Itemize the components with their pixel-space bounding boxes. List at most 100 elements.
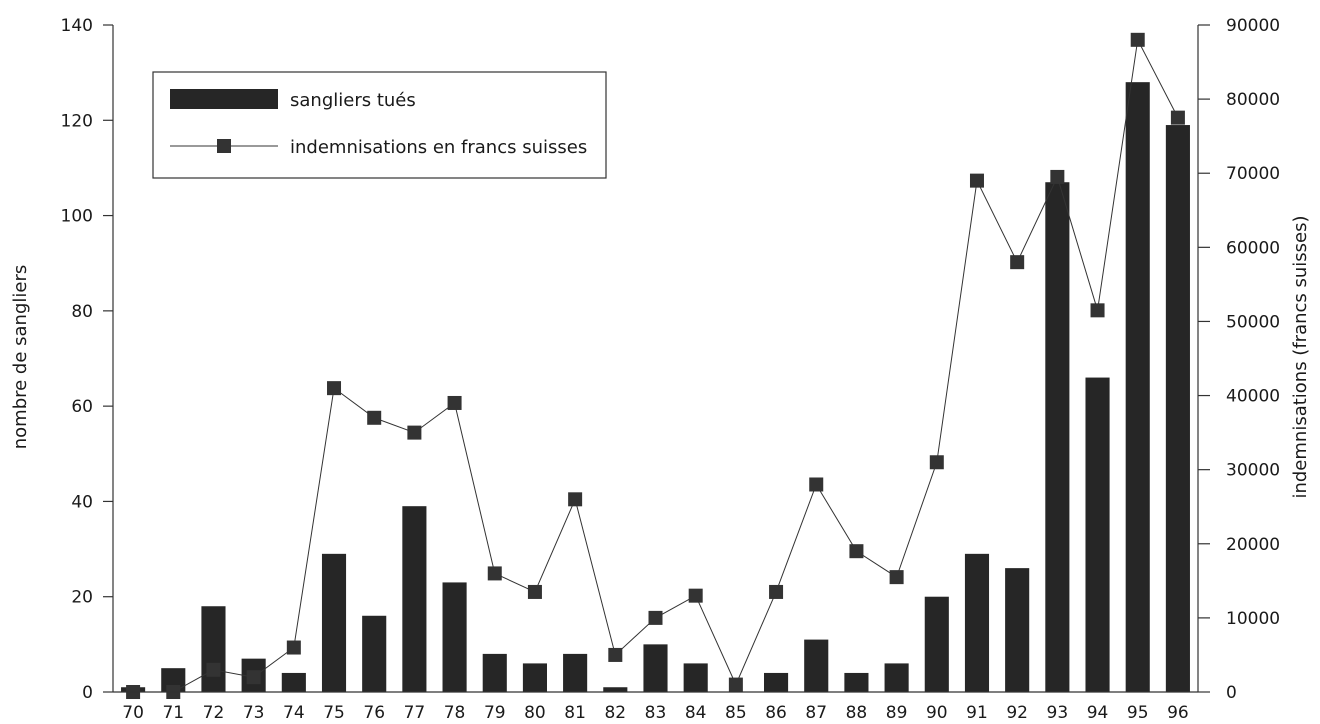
marker-85 bbox=[728, 677, 743, 692]
bar-76 bbox=[362, 615, 387, 692]
y-tick-label-right-10000: 10000 bbox=[1226, 609, 1280, 629]
marker-96 bbox=[1170, 110, 1185, 125]
y-tick-label-right-90000: 90000 bbox=[1226, 16, 1280, 36]
marker-93 bbox=[1050, 169, 1065, 184]
y-tick-label-left-120: 120 bbox=[61, 111, 93, 131]
marker-86 bbox=[769, 584, 784, 599]
axes: 0 20 40 60 80 100 120 140 0 10000 20000 30000 40000 5… bbox=[61, 16, 1281, 723]
bar-79 bbox=[482, 653, 507, 692]
x-tick-label-79: 79 bbox=[484, 703, 506, 723]
bar-94 bbox=[1085, 377, 1110, 692]
marker-84 bbox=[688, 588, 703, 603]
y-tick-label-left-80: 80 bbox=[71, 302, 93, 322]
bar-89 bbox=[884, 663, 909, 692]
x-tick-label-87: 87 bbox=[805, 703, 827, 723]
marker-79 bbox=[487, 566, 502, 581]
marker-88 bbox=[849, 544, 864, 559]
x-tick-label-80: 80 bbox=[524, 703, 546, 723]
bar-77 bbox=[402, 506, 427, 692]
x-tick-label-70: 70 bbox=[122, 703, 144, 723]
y-axis-title-left: nombre de sangliers bbox=[10, 265, 31, 450]
x-tick-label-93: 93 bbox=[1047, 703, 1069, 723]
x-tick-label-95: 95 bbox=[1127, 703, 1149, 723]
bar-90 bbox=[924, 596, 949, 692]
y-tick-label-left-60: 60 bbox=[71, 397, 93, 417]
bar-75 bbox=[321, 553, 347, 692]
marker-83 bbox=[648, 610, 663, 625]
y-tick-label-left-0: 0 bbox=[82, 683, 93, 703]
x-tick-label-86: 86 bbox=[765, 703, 787, 723]
marker-78 bbox=[447, 395, 462, 410]
legend-swatch-marker bbox=[217, 139, 231, 153]
bar-72 bbox=[201, 606, 226, 692]
marker-87 bbox=[809, 477, 824, 492]
y-tick-label-left-140: 140 bbox=[61, 16, 93, 36]
y-tick-label-right-60000: 60000 bbox=[1226, 238, 1280, 258]
bar-series bbox=[121, 82, 1190, 693]
bar-91 bbox=[964, 553, 990, 692]
legend-label-line: indemnisations en francs suisses bbox=[290, 137, 587, 158]
x-tick-label-84: 84 bbox=[685, 703, 707, 723]
bar-92 bbox=[1005, 568, 1030, 692]
bar-95 bbox=[1125, 82, 1150, 693]
y-axis-title-right: indemnisations (francs suisses) bbox=[1290, 215, 1311, 498]
y-tick-label-right-30000: 30000 bbox=[1226, 461, 1280, 481]
bar-74 bbox=[281, 672, 306, 692]
x-tick-label-85: 85 bbox=[725, 703, 747, 723]
marker-75 bbox=[327, 381, 342, 396]
y-tick-label-right-50000: 50000 bbox=[1226, 312, 1280, 332]
x-tick-label-88: 88 bbox=[846, 703, 868, 723]
x-tick-label-82: 82 bbox=[604, 703, 626, 723]
y-tick-label-right-80000: 80000 bbox=[1226, 90, 1280, 110]
bar-96 bbox=[1165, 125, 1190, 693]
x-tick-label-74: 74 bbox=[283, 703, 305, 723]
legend-swatch-bars bbox=[170, 89, 278, 109]
x-tick-label-96: 96 bbox=[1167, 703, 1189, 723]
legend: sangliers tués indemnisations en francs … bbox=[152, 71, 607, 179]
marker-73 bbox=[246, 670, 261, 685]
marker-95 bbox=[1130, 32, 1145, 47]
bar-78 bbox=[442, 582, 467, 692]
x-tick-label-89: 89 bbox=[886, 703, 908, 723]
x-tick-label-72: 72 bbox=[203, 703, 225, 723]
y-tick-label-right-40000: 40000 bbox=[1226, 387, 1280, 407]
y-tick-label-right-70000: 70000 bbox=[1226, 164, 1280, 184]
y-tick-label-left-20: 20 bbox=[71, 588, 93, 608]
y-tick-label-left-100: 100 bbox=[61, 207, 93, 227]
marker-80 bbox=[527, 584, 542, 599]
marker-94 bbox=[1090, 303, 1105, 318]
bar-81 bbox=[563, 653, 588, 692]
x-tick-label-91: 91 bbox=[966, 703, 988, 723]
bar-87 bbox=[804, 639, 829, 692]
bar-80 bbox=[522, 663, 547, 692]
x-tick-label-76: 76 bbox=[363, 703, 385, 723]
marker-92 bbox=[1010, 255, 1025, 270]
x-tick-label-83: 83 bbox=[645, 703, 667, 723]
y-tick-label-right-0: 0 bbox=[1226, 683, 1237, 703]
x-tick-label-90: 90 bbox=[926, 703, 948, 723]
legend-label-bars: sangliers tués bbox=[290, 90, 416, 111]
bar-84 bbox=[683, 663, 708, 692]
x-tick-label-81: 81 bbox=[564, 703, 586, 723]
x-tick-label-71: 71 bbox=[162, 703, 184, 723]
bar-82 bbox=[603, 687, 628, 692]
bar-83 bbox=[643, 644, 668, 692]
marker-89 bbox=[889, 570, 904, 585]
x-tick-label-78: 78 bbox=[444, 703, 466, 723]
bar-93 bbox=[1045, 182, 1070, 692]
y-tick-label-left-40: 40 bbox=[71, 492, 93, 512]
legend-box bbox=[152, 71, 607, 179]
marker-74 bbox=[286, 640, 301, 655]
marker-76 bbox=[367, 410, 382, 425]
y-tick-label-right-20000: 20000 bbox=[1226, 535, 1280, 555]
x-tick-label-75: 75 bbox=[323, 703, 345, 723]
marker-77 bbox=[407, 425, 422, 440]
marker-91 bbox=[969, 173, 984, 188]
bar-88 bbox=[844, 672, 869, 692]
x-tick-label-94: 94 bbox=[1087, 703, 1109, 723]
marker-72 bbox=[206, 662, 221, 677]
marker-82 bbox=[608, 647, 623, 662]
x-tick-label-73: 73 bbox=[243, 703, 265, 723]
bar-86 bbox=[764, 672, 789, 692]
